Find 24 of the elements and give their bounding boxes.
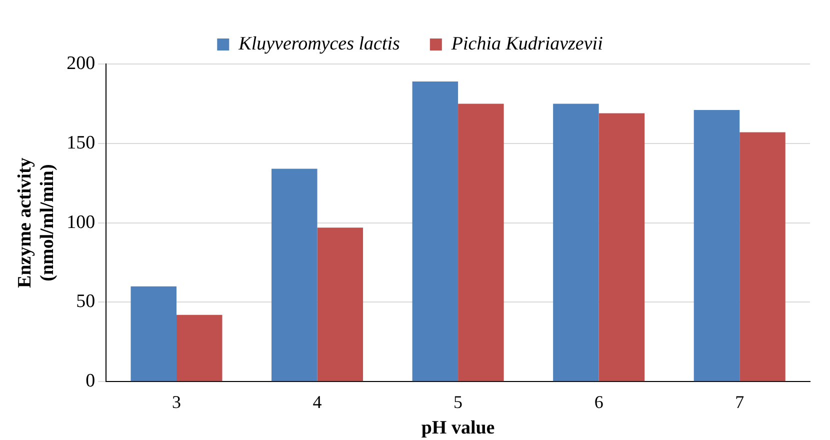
y-axis-title: Enzyme activity (nmol/ml/min): [14, 157, 58, 288]
y-tick-label: 100: [66, 212, 96, 233]
bar: [412, 81, 458, 382]
x-tick-label: 4: [312, 392, 322, 412]
bar: [317, 228, 364, 382]
x-tick-label: 7: [735, 392, 744, 412]
bar: [458, 104, 504, 382]
y-tick-label: 150: [66, 132, 96, 154]
x-axis-title: pH value: [421, 418, 495, 439]
bar: [553, 104, 599, 382]
y-tick-label: 50: [76, 291, 96, 312]
x-tick-label: 6: [594, 392, 604, 412]
bar: [176, 314, 222, 382]
bar: [598, 113, 645, 382]
legend-label: Pichia Kudriavzevii: [450, 34, 603, 54]
bar: [740, 132, 786, 382]
x-tick-label: 3: [172, 392, 181, 412]
x-tick-label: 5: [454, 392, 463, 412]
y-tick-label: 0: [86, 370, 96, 392]
bar: [130, 286, 176, 382]
bar: [272, 168, 318, 382]
legend-label: Kluyveromyces lactis: [238, 34, 400, 54]
y-tick-label: 200: [66, 52, 96, 74]
bar: [694, 110, 740, 382]
